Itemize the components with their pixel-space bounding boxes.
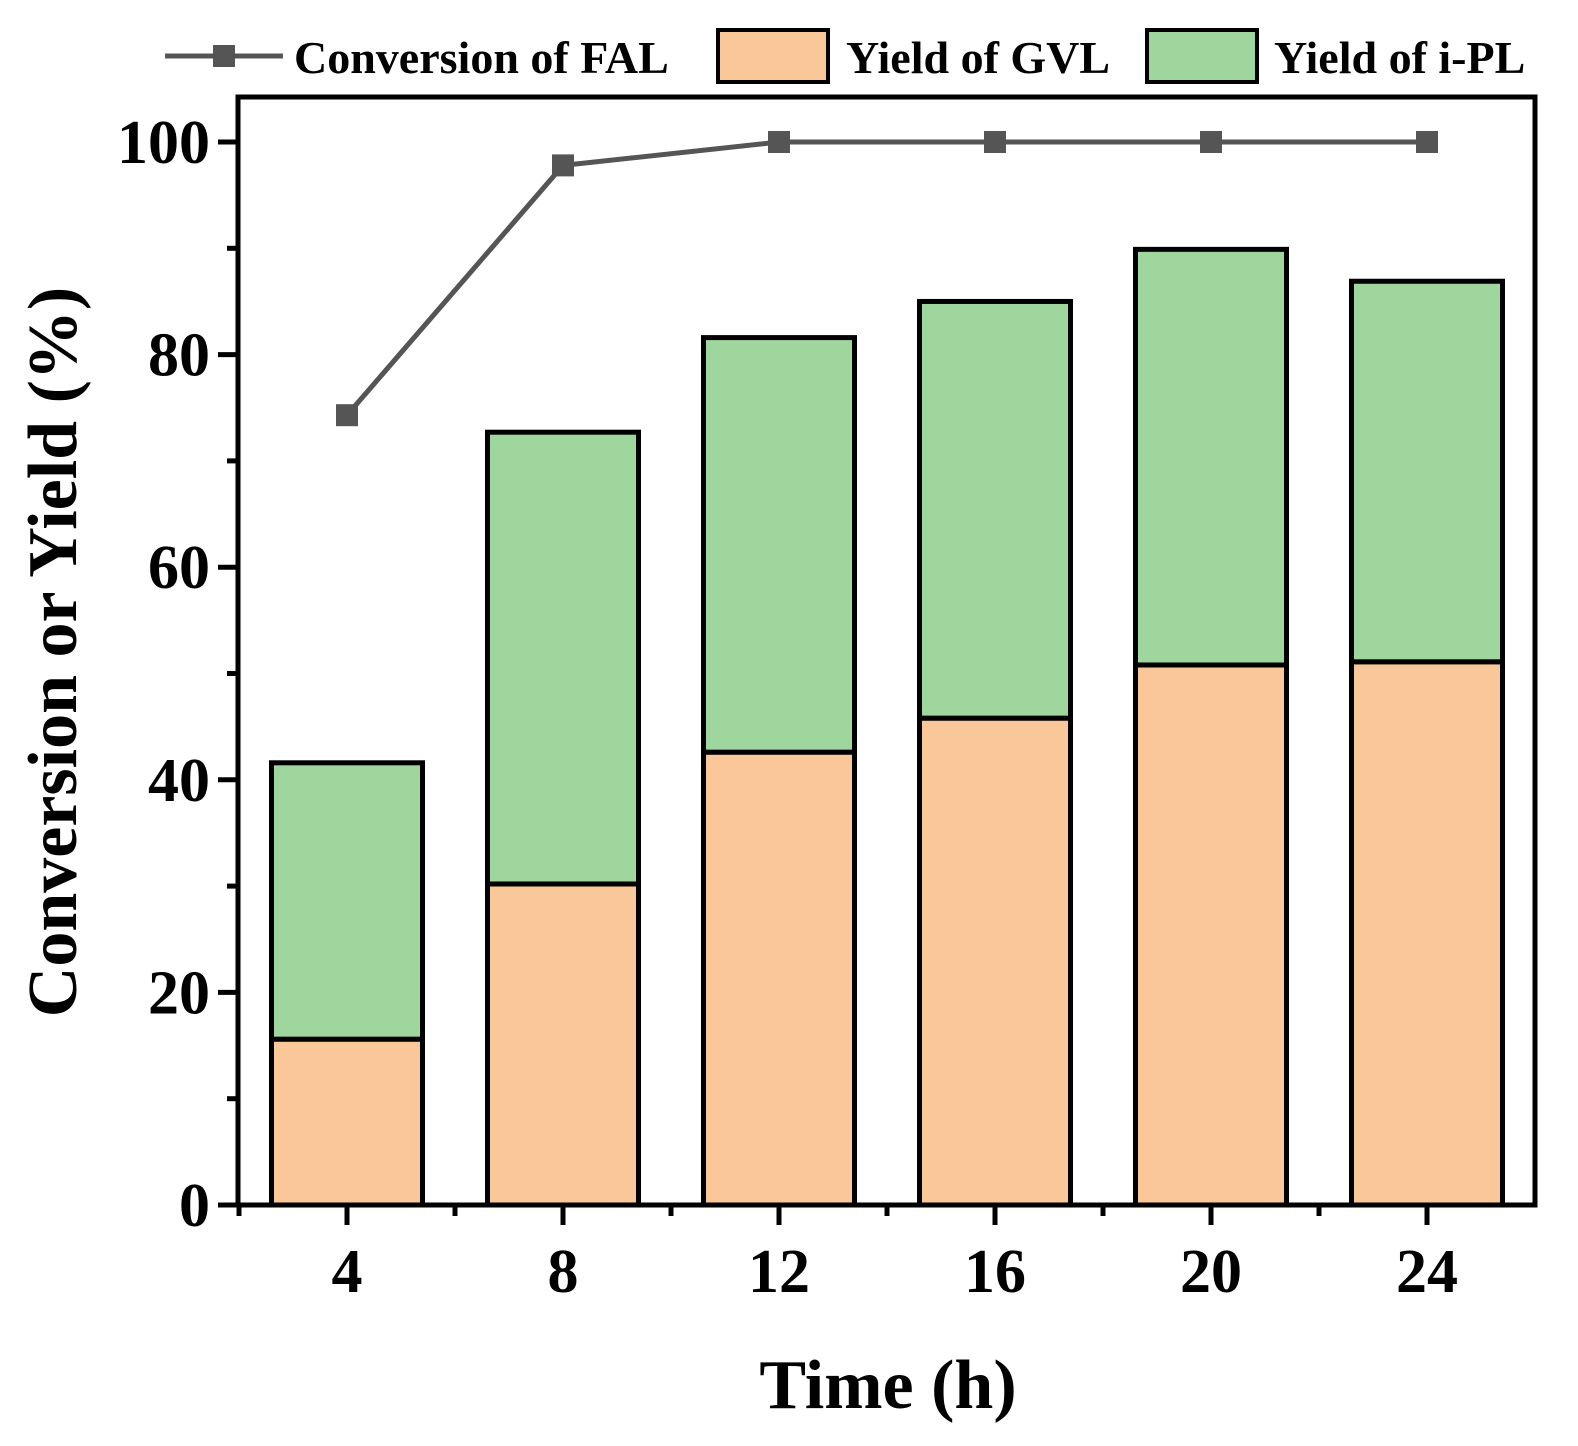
x-tick-label-8: 8 bbox=[548, 1238, 579, 1306]
x-tick-label-16: 16 bbox=[964, 1238, 1026, 1306]
bar-gvl-12h bbox=[701, 749, 857, 1208]
y-tick-label-60: 60 bbox=[148, 534, 210, 602]
bar-gvl-20h bbox=[1133, 662, 1289, 1208]
x-tick-label-12: 12 bbox=[748, 1238, 810, 1306]
y-tick-label-0: 0 bbox=[179, 1172, 210, 1240]
legend-ipl-label: Yield of i-PL bbox=[1274, 32, 1525, 83]
bar-ipl-16h bbox=[917, 298, 1073, 721]
conversion-point-8h bbox=[552, 154, 574, 177]
y-tick-label-100: 100 bbox=[117, 109, 210, 177]
x-tick-label-4: 4 bbox=[332, 1238, 363, 1306]
conversion-point-4h bbox=[336, 404, 358, 427]
x-tick-label-24: 24 bbox=[1396, 1238, 1458, 1306]
x-axis-title: Time (h) bbox=[759, 1347, 1016, 1424]
y-tick-label-20: 20 bbox=[148, 959, 210, 1027]
y-tick-label-40: 40 bbox=[148, 747, 210, 815]
conversion-point-12h bbox=[768, 131, 790, 153]
y-tick-label-80: 80 bbox=[148, 322, 210, 390]
conversion-point-24h bbox=[1416, 131, 1438, 153]
legend-gvl-swatch bbox=[716, 28, 830, 84]
legend-ipl-swatch bbox=[1145, 28, 1259, 84]
bar-ipl-12h bbox=[701, 335, 857, 755]
bar-ipl-8h bbox=[485, 429, 641, 887]
conversion-line-layer bbox=[336, 131, 1438, 427]
conversion-point-20h bbox=[1200, 131, 1222, 153]
conversion-point-16h bbox=[984, 131, 1006, 153]
legend: Conversion of FAL Yield of GVL Yield of … bbox=[165, 28, 1525, 84]
bar-gvl-8h bbox=[485, 881, 641, 1208]
y-axis-title: Conversion or Yield (%) bbox=[15, 287, 92, 1017]
bar-gvl-4h bbox=[269, 1036, 425, 1208]
bar-ipl-4h bbox=[269, 760, 425, 1042]
bars-layer bbox=[269, 246, 1505, 1208]
legend-gvl-label: Yield of GVL bbox=[846, 32, 1110, 83]
legend-conversion-marker bbox=[213, 45, 235, 67]
bar-ipl-20h bbox=[1133, 246, 1289, 668]
bar-gvl-16h bbox=[917, 715, 1073, 1208]
x-tick-label-20: 20 bbox=[1180, 1238, 1242, 1306]
legend-conversion-label: Conversion of FAL bbox=[294, 32, 669, 83]
plot-frame bbox=[235, 94, 1538, 1208]
conversion-line bbox=[345, 139, 1427, 417]
bar-ipl-24h bbox=[1349, 278, 1505, 665]
axes-layer: 0 20 40 60 80 100 4 8 12 16 20 24 bbox=[117, 94, 1538, 1306]
bar-gvl-24h bbox=[1349, 659, 1505, 1208]
